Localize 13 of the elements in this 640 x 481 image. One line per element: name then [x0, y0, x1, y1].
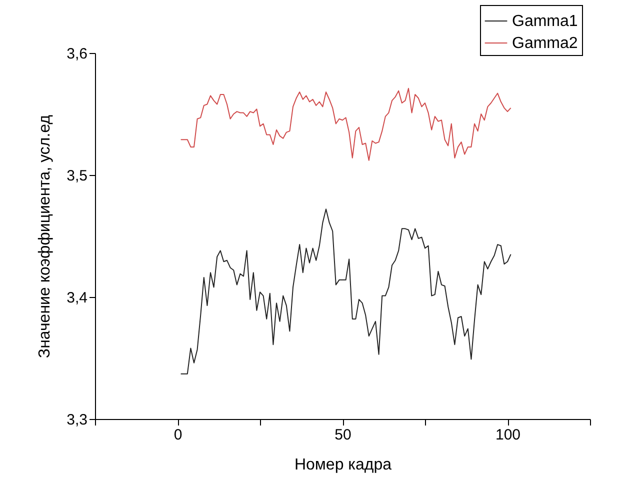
legend-label: Gamma1	[512, 13, 578, 30]
x-tick-label: 100	[495, 426, 521, 444]
y-tick-label: 3,3	[66, 412, 88, 428]
legend-label: Gamma2	[512, 35, 578, 52]
y-axis-title: Значение коэффициента, усл.ед	[36, 114, 54, 358]
y-tick-label: 3,4	[66, 290, 88, 306]
x-tick-label: 50	[334, 426, 352, 444]
x-tick-label: 0	[174, 426, 182, 444]
y-tick-label: 3,5	[66, 168, 88, 184]
x-axis-title: Номер кадра	[294, 456, 392, 474]
line-series	[180, 208, 512, 374]
y-tick-label: 3,6	[66, 46, 88, 62]
line-series	[180, 88, 512, 161]
